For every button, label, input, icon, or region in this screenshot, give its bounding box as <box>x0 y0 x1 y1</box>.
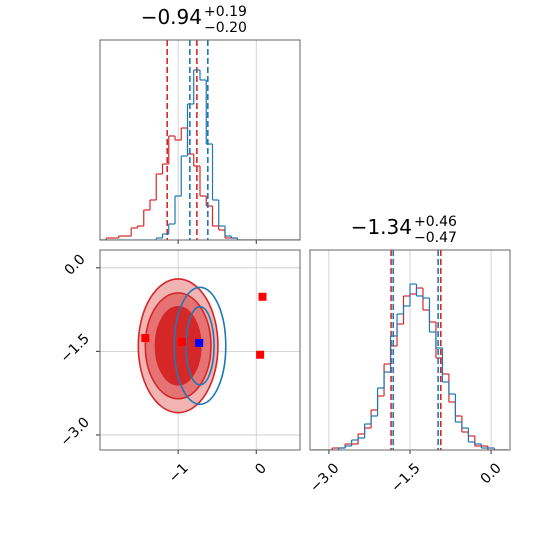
frame <box>309 249 511 451</box>
panel-title: −1.34 <box>351 215 412 239</box>
y-tick-label: −3.0 <box>57 414 92 449</box>
marker <box>178 337 187 346</box>
marker <box>258 292 267 301</box>
marker <box>256 350 265 359</box>
x-tick-label: 0.0 <box>478 460 505 487</box>
panel-title: −0.94 <box>141 5 202 29</box>
title-lower: −0.20 <box>204 20 247 36</box>
plot-area <box>312 250 508 450</box>
x-tick-label: −1 <box>166 460 192 486</box>
y-tick-label: −1.5 <box>57 331 92 366</box>
frame <box>99 249 301 451</box>
x-tick-label: −3.0 <box>307 460 342 495</box>
plot-area <box>100 40 300 240</box>
x-tick-label: −1.5 <box>388 460 423 495</box>
y-tick-label: 0.0 <box>62 251 89 278</box>
title-lower: −0.47 <box>414 230 457 246</box>
title-upper: +0.19 <box>204 4 247 20</box>
contour-level <box>173 286 227 406</box>
x-tick-label: 0 <box>252 460 270 478</box>
plot-area <box>100 250 300 450</box>
marker <box>141 334 150 343</box>
marker <box>195 339 204 348</box>
title-upper: +0.46 <box>414 214 457 230</box>
frame <box>99 39 301 241</box>
